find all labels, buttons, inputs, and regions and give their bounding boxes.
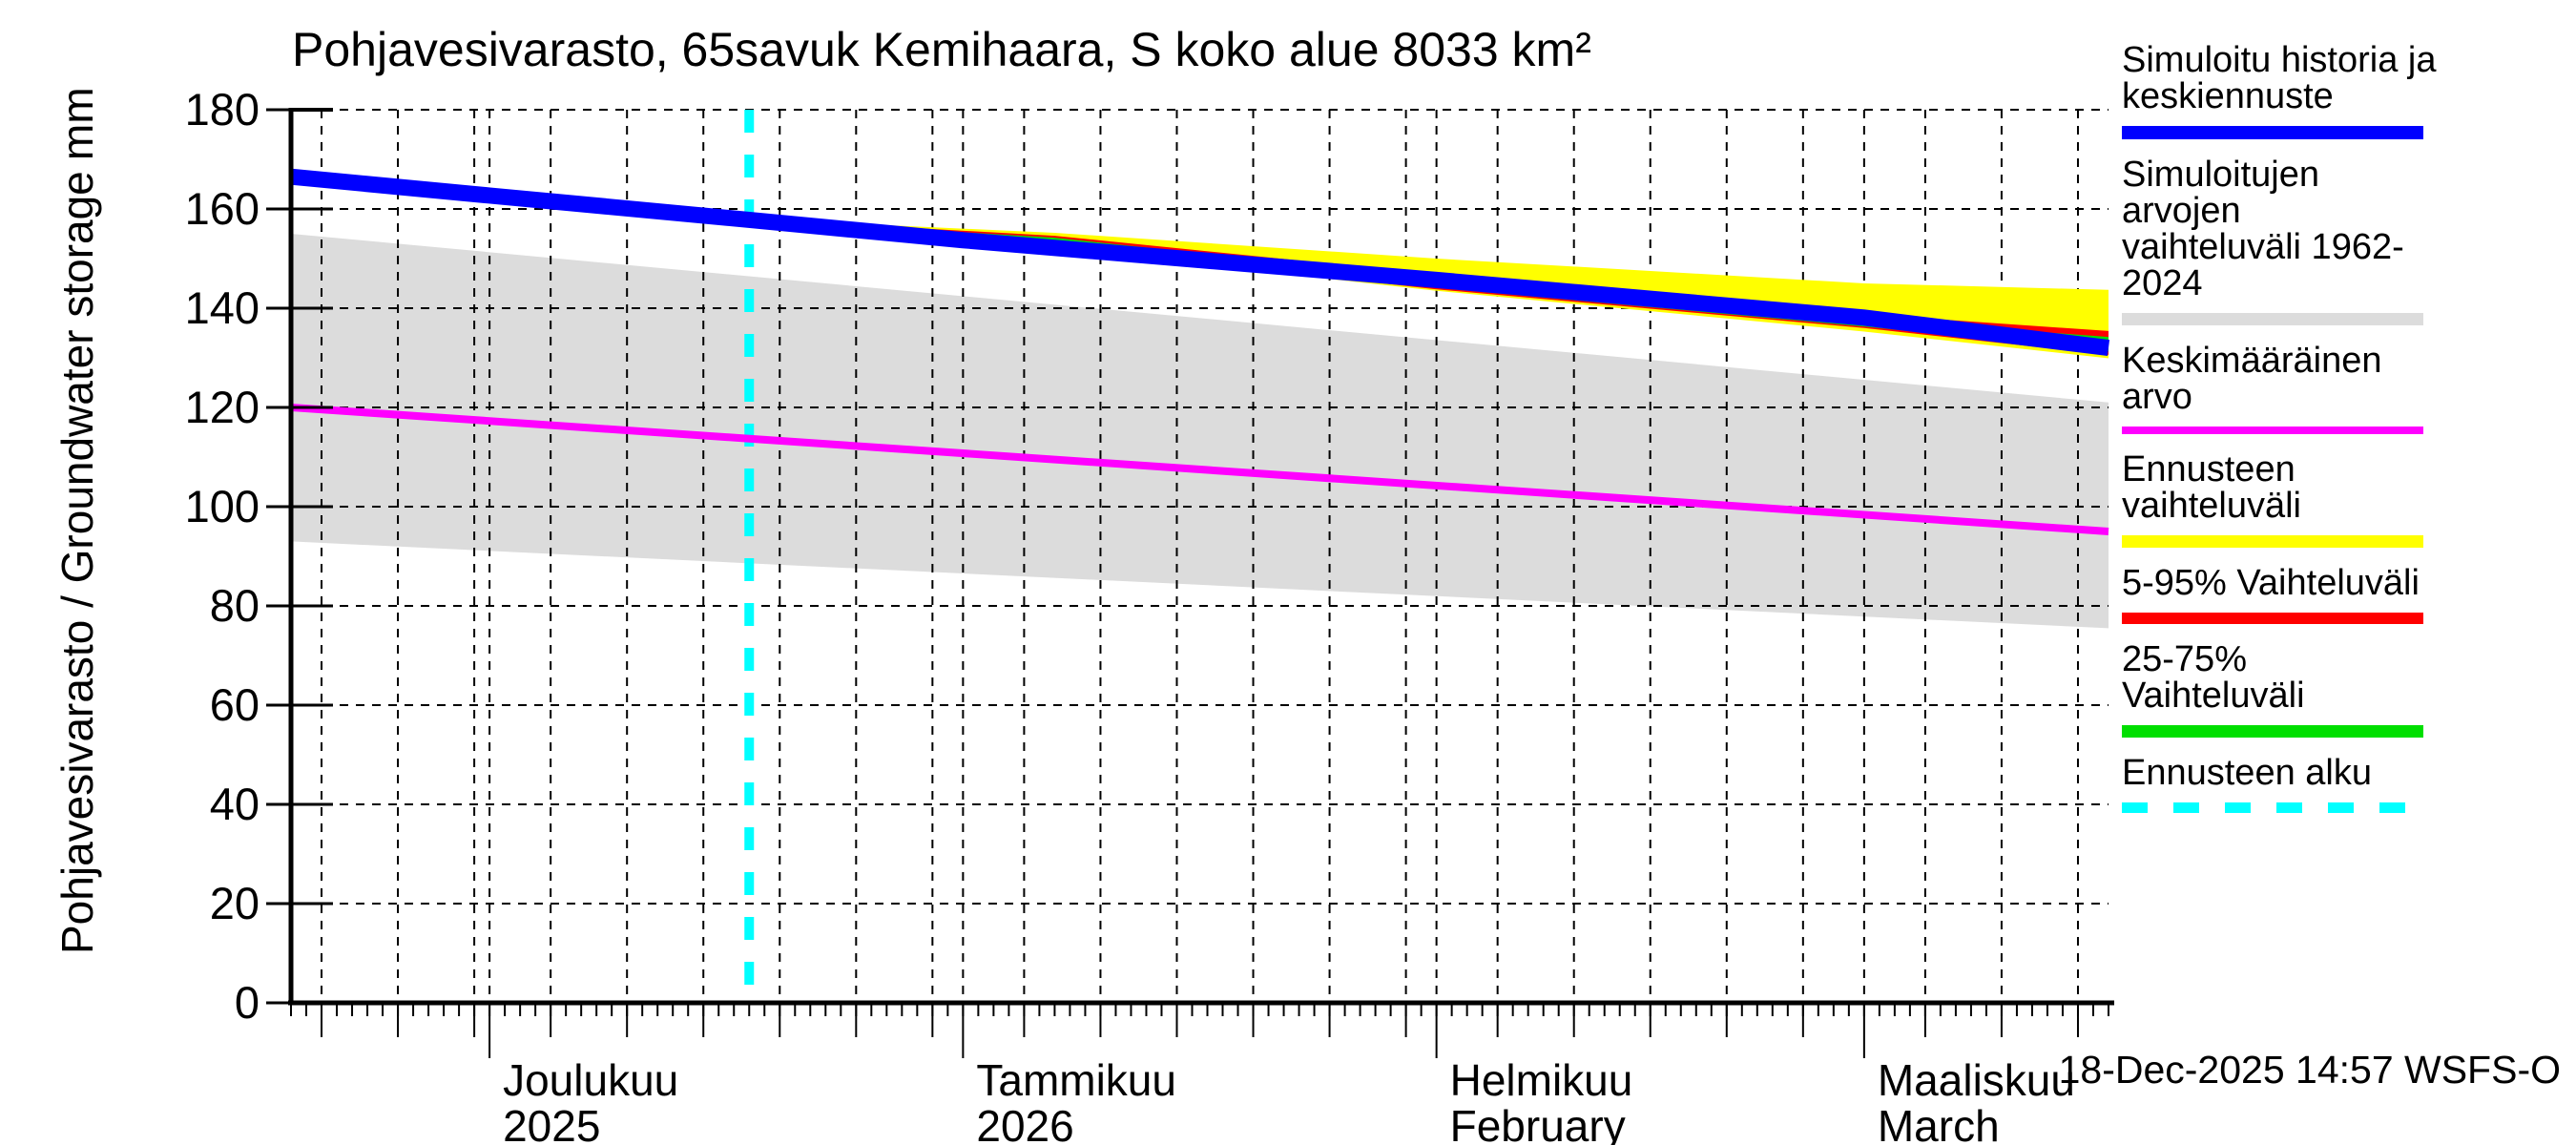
y-axis-label: Pohjavesivarasto / Groundwater storage [52, 171, 102, 954]
y-tick-label: 80 [210, 580, 260, 631]
chart-title: Pohjavesivarasto, 65savuk Kemihaara, S k… [292, 23, 1591, 76]
legend-swatch-5-95 [2122, 613, 2423, 624]
legend-label: 25-75% Vaihteluväli [2122, 639, 2305, 716]
generation-timestamp: 18-Dec-2025 14:57 WSFS-O [2058, 1048, 2561, 1092]
h-gridlines [291, 109, 2109, 905]
y-tick-label: 180 [185, 84, 260, 135]
legend-item-sim-range: Simuloitujen arvojen vaihteluväli 1962-2… [2122, 156, 2437, 325]
legend-swatch-forecast-start [2122, 802, 2423, 813]
average-line [290, 404, 2109, 535]
y-tick-label: 20 [210, 878, 260, 928]
history-forecast-line [290, 168, 2110, 357]
y-tick-label: 160 [185, 183, 260, 234]
legend-item-history-forecast: Simuloitu historia ja keskiennuste [2122, 42, 2437, 139]
legend-item-5-95: 5-95% Vaihteluväli [2122, 565, 2437, 624]
legend-swatch-25-75 [2122, 725, 2423, 738]
legend-label: Keskimääräinen arvo [2122, 341, 2382, 417]
x-month-label: Helmikuu [1450, 1055, 1633, 1105]
chart-legend: Simuloitu historia ja keskiennuste Simul… [2122, 42, 2437, 830]
legend-label: Simuloitujen arvojen vaihteluväli 1962-2… [2122, 155, 2404, 303]
legend-label: Ennusteen alku [2122, 753, 2372, 793]
legend-swatch-history-forecast [2122, 126, 2423, 139]
y-tick-label: 0 [235, 977, 260, 1028]
legend-item-forecast-range: Ennusteen vaihteluväli [2122, 451, 2437, 548]
y-tick-label: 140 [185, 282, 260, 333]
x-month-label: Tammikuu [976, 1055, 1176, 1105]
legend-item-average: Keskimääräinen arvo [2122, 343, 2437, 434]
x-month-sublabel: February [1450, 1101, 1626, 1145]
forecast-range-band [749, 219, 2109, 359]
axes [266, 108, 2114, 1058]
legend-label: 5-95% Vaihteluväli [2122, 563, 2420, 603]
x-month-sublabel: 2026 [976, 1101, 1073, 1145]
legend-label: Simuloitu historia ja keskiennuste [2122, 40, 2437, 116]
forecast-range-group [749, 219, 2109, 359]
y-tick-label: 60 [210, 679, 260, 730]
x-month-label: Joulukuu [503, 1055, 678, 1105]
x-month-sublabel: 2025 [503, 1101, 600, 1145]
legend-swatch-average [2122, 427, 2423, 434]
legend-label: Ennusteen vaihteluväli [2122, 449, 2301, 526]
y-tick-label: 100 [185, 481, 260, 531]
legend-item-25-75: 25-75% Vaihteluväli [2122, 641, 2437, 738]
y-axis-unit: mm [52, 87, 102, 160]
x-month-sublabel: March [1878, 1101, 2000, 1145]
x-month-label: Maaliskuu [1878, 1055, 2075, 1105]
y-tick-label: 40 [210, 779, 260, 829]
legend-swatch-sim-range [2122, 313, 2423, 325]
legend-item-forecast-start: Ennusteen alku [2122, 755, 2437, 813]
legend-swatch-forecast-range [2122, 535, 2423, 548]
y-tick-label: 120 [185, 382, 260, 432]
